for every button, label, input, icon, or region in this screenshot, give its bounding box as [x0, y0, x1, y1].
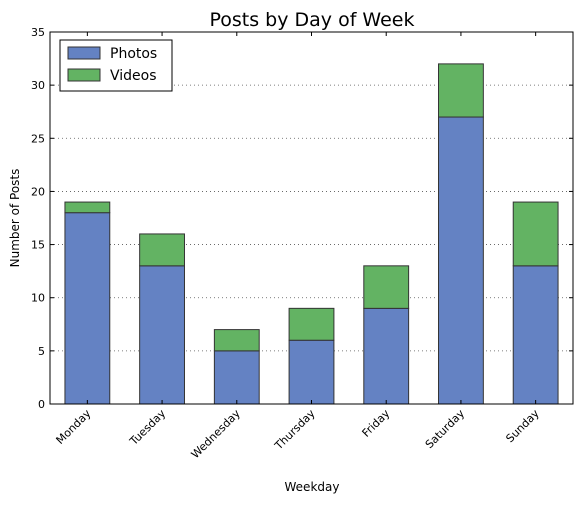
- x-tick-label: Monday: [54, 407, 94, 447]
- x-axis-label: Weekday: [285, 480, 340, 494]
- bar-photos: [363, 307, 410, 405]
- bar-videos: [512, 201, 559, 267]
- legend-label-photos: Photos: [110, 46, 157, 62]
- bar-videos: [288, 307, 335, 341]
- x-tick-label: Wednesday: [189, 407, 244, 462]
- bar-videos: [64, 201, 111, 214]
- y-tick-label: 5: [38, 345, 45, 358]
- y-tick-label: 35: [31, 26, 45, 39]
- y-tick-label: 15: [31, 239, 45, 252]
- bar-photos: [139, 265, 185, 405]
- y-tick-label: 25: [31, 132, 45, 145]
- bars: [64, 63, 559, 405]
- bar-photos: [64, 212, 111, 405]
- bar-photos: [288, 339, 335, 405]
- y-tick-label: 20: [31, 185, 45, 198]
- y-axis-label: Number of Posts: [8, 169, 22, 268]
- bar-videos: [213, 329, 260, 352]
- y-tick-label: 30: [31, 79, 45, 92]
- bar-photos: [512, 265, 559, 405]
- bar-videos: [438, 63, 484, 118]
- x-tick-label: Sunday: [503, 407, 542, 446]
- x-tick-label: Saturday: [423, 407, 468, 452]
- bar-photos: [213, 350, 260, 405]
- bar-videos: [139, 233, 185, 267]
- bar-videos: [363, 265, 410, 309]
- legend: Photos Videos: [59, 39, 173, 92]
- legend-swatch-photos: [67, 46, 101, 60]
- x-tick-label: Friday: [360, 407, 393, 440]
- legend-swatch-videos: [67, 68, 101, 82]
- legend-label-videos: Videos: [110, 68, 157, 84]
- x-tick-label: Thursday: [272, 407, 318, 453]
- y-tick-label: 10: [31, 292, 45, 305]
- bar-photos: [438, 116, 484, 405]
- chart-title: Posts by Day of Week: [209, 9, 414, 31]
- y-tick-label: 0: [38, 398, 45, 411]
- x-tick-label: Tuesday: [127, 407, 169, 449]
